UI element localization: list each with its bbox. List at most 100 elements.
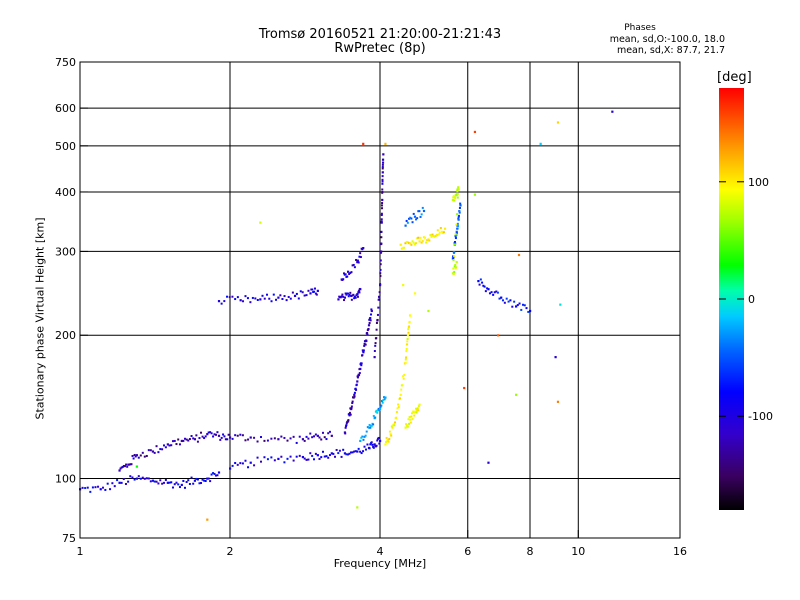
data-point [410, 415, 413, 418]
data-point [559, 303, 562, 306]
data-point [482, 284, 485, 287]
data-point [395, 410, 398, 413]
data-point [453, 199, 456, 202]
data-point [309, 292, 312, 295]
data-point [178, 443, 181, 446]
data-point [369, 443, 372, 446]
data-point [380, 212, 383, 215]
data-point [453, 243, 456, 246]
data-point [266, 293, 269, 296]
data-point [453, 265, 456, 268]
data-point [473, 130, 477, 134]
data-point [352, 293, 355, 296]
data-point [361, 435, 364, 438]
data-point [155, 445, 158, 448]
data-point [346, 275, 349, 278]
data-point [187, 479, 190, 482]
data-point [498, 297, 501, 300]
data-point [442, 231, 445, 234]
data-point [359, 450, 362, 453]
data-point [379, 283, 382, 286]
data-point [166, 443, 169, 446]
data-point [289, 297, 292, 300]
data-point [315, 293, 318, 296]
data-point [419, 236, 422, 239]
stats-heading: Phases [624, 23, 656, 33]
data-point [131, 476, 134, 479]
data-point [415, 218, 418, 221]
data-point [517, 253, 521, 257]
data-point [411, 221, 414, 224]
data-point [135, 465, 138, 468]
data-point [340, 455, 343, 458]
data-point [431, 233, 434, 236]
data-point [343, 296, 347, 299]
data-point [180, 483, 183, 487]
data-point [381, 400, 384, 403]
data-point [163, 481, 166, 484]
data-point [229, 436, 232, 439]
x-tick-label: 1 [77, 545, 84, 558]
data-point [417, 236, 420, 239]
data-point [280, 455, 283, 458]
data-point [348, 411, 351, 414]
data-point [405, 240, 408, 243]
colorbar-label: [deg] [717, 70, 752, 85]
data-point [362, 450, 365, 453]
data-point [183, 486, 186, 489]
data-point [362, 142, 365, 145]
data-point [209, 431, 212, 434]
data-point [295, 292, 298, 295]
data-point [348, 414, 351, 417]
data-point [196, 478, 199, 481]
data-point [281, 298, 284, 301]
data-point [400, 247, 403, 250]
data-point [206, 518, 209, 521]
data-point [223, 300, 226, 303]
data-point [381, 188, 384, 191]
data-point [188, 438, 191, 441]
data-point [195, 434, 198, 437]
data-point [272, 293, 275, 296]
data-point [213, 472, 216, 475]
data-point [99, 488, 102, 491]
data-point [359, 288, 362, 291]
data-point [488, 292, 491, 295]
data-point [320, 438, 323, 441]
colorbar-tick-label: -100 [748, 410, 773, 423]
data-point [135, 477, 138, 480]
data-point [259, 298, 262, 301]
data-point [348, 293, 351, 296]
data-point [429, 234, 432, 237]
data-point [175, 481, 178, 484]
data-point [86, 486, 89, 489]
data-point [155, 480, 158, 483]
data-point [405, 350, 408, 353]
data-point [133, 478, 136, 481]
data-point [350, 294, 353, 298]
data-point [346, 292, 349, 295]
data-point [346, 270, 350, 273]
data-point [351, 400, 354, 403]
data-point [379, 405, 382, 408]
data-point [277, 438, 280, 441]
data-point [349, 413, 352, 416]
data-point [379, 263, 382, 266]
data-point [216, 474, 219, 477]
data-point [275, 298, 278, 301]
data-point [337, 298, 340, 301]
data-point [292, 459, 295, 462]
data-point [456, 196, 459, 199]
data-point [379, 274, 382, 277]
data-point [192, 482, 195, 485]
data-point [358, 291, 361, 294]
data-point [177, 483, 180, 486]
data-point [268, 297, 271, 300]
data-point [454, 235, 457, 238]
data-point [321, 431, 324, 434]
data-point [301, 455, 305, 459]
data-point [91, 486, 94, 489]
data-point [341, 293, 344, 296]
y-tick-label: 200 [55, 329, 76, 342]
data-point [451, 198, 455, 202]
